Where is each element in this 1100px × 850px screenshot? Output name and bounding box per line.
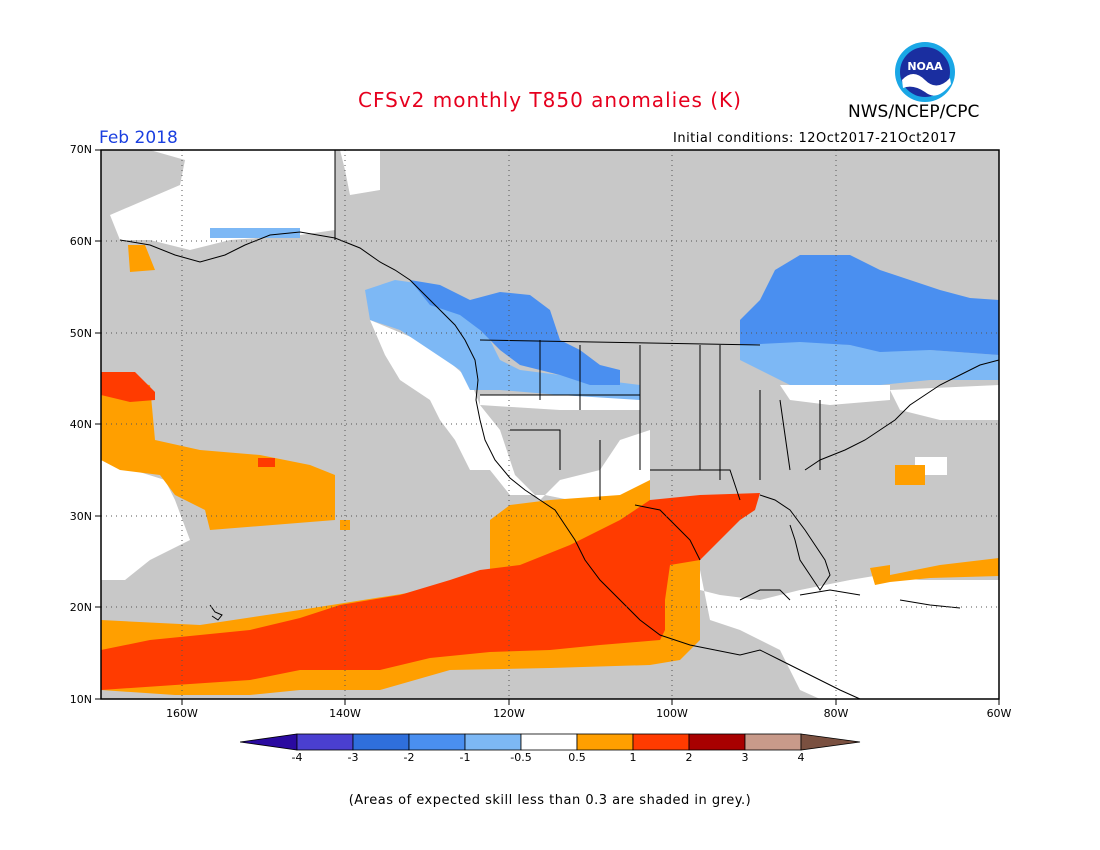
valid-month: Feb 2018 <box>99 128 178 148</box>
colorbar-cell <box>520 733 578 751</box>
colorbar-cell <box>296 733 354 751</box>
colorbar-label: -1 <box>459 751 471 764</box>
lat-label: 50N <box>69 327 92 340</box>
colorbar-label: -0.5 <box>510 751 532 764</box>
anomaly-blue <box>410 255 999 385</box>
colorbar-label: -3 <box>347 751 359 764</box>
colorbar-cell <box>800 733 861 751</box>
colorbar-label: 3 <box>741 751 749 764</box>
anomaly-red <box>101 372 760 690</box>
colorbar-label: -2 <box>403 751 415 764</box>
lon-label: 100W <box>656 707 688 720</box>
lat-label: 10N <box>69 693 92 706</box>
colorbar-cell <box>744 733 802 751</box>
colorbar-cell <box>352 733 410 751</box>
map-title: CFSv2 monthly T850 anomalies (K) <box>358 88 742 112</box>
initial-conditions: Initial conditions: 12Oct2017-21Oct2017 <box>673 131 957 146</box>
lon-label: 80W <box>823 707 849 720</box>
colorbar-label: -4 <box>291 751 303 764</box>
lat-label: 70N <box>69 143 92 156</box>
agency-label: NWS/NCEP/CPC <box>848 102 980 122</box>
skill-caption: (Areas of expected skill less than 0.3 a… <box>348 793 752 808</box>
lon-label: 60W <box>986 707 1012 720</box>
colorbar-cell <box>632 733 690 751</box>
colorbar-cell <box>408 733 466 751</box>
lat-label: 30N <box>69 510 92 523</box>
lon-label: 120W <box>493 707 525 720</box>
colorbar-cell <box>240 733 298 751</box>
logo-text: NOAA <box>907 60 943 73</box>
colorbar-cell <box>688 733 746 751</box>
lat-label: 20N <box>69 601 92 614</box>
colorbar-cell <box>576 733 634 751</box>
coastlines <box>119 150 1000 700</box>
anomaly-light-blue <box>210 228 999 400</box>
lon-label: 140W <box>329 707 361 720</box>
lat-label: 60N <box>69 235 92 248</box>
noaa-logo: NOAA <box>893 40 957 104</box>
colorbar-label: 4 <box>797 751 805 764</box>
color-bar <box>240 733 861 751</box>
colorbar-label: 2 <box>685 751 693 764</box>
ticks <box>95 149 1000 705</box>
colorbar-cell <box>464 733 522 751</box>
lat-label: 40N <box>69 418 92 431</box>
colorbar-label: 0.5 <box>568 751 586 764</box>
lon-label: 160W <box>166 707 198 720</box>
colorbar-label: 1 <box>629 751 637 764</box>
near-normal-areas <box>101 150 999 699</box>
